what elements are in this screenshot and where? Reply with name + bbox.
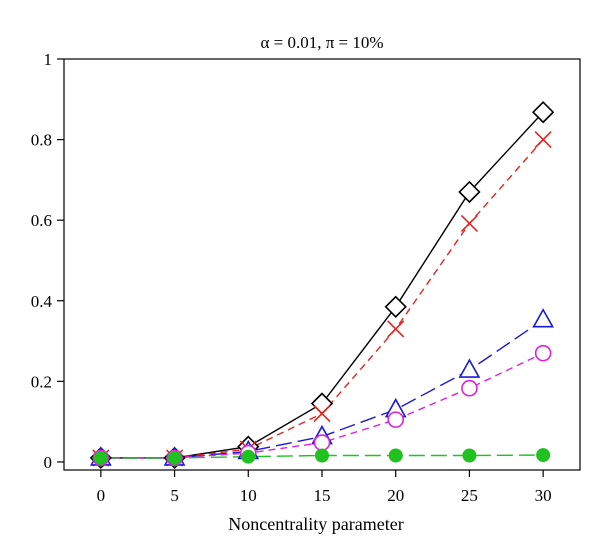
data-point-circle-filled [536,448,551,463]
data-point-triangle [458,358,481,378]
series-layer [89,101,555,470]
data-point-diamond [458,180,481,204]
data-point-circle-open [534,344,552,362]
y-tick-label: 1 [44,50,53,69]
y-tick-label: 0.6 [31,211,52,230]
x-tick-label: 20 [387,486,404,505]
data-point-circle-open [313,434,331,451]
data-point-circle-open [387,411,405,428]
data-point-circle-filled [93,450,108,465]
y-tick-label: 0 [44,453,53,472]
series-markers-cross [92,131,552,467]
data-point-cross [387,320,405,338]
y-tick-label: 0.2 [31,372,52,391]
series-markers-circle-filled [93,448,551,465]
data-point-circle-filled [388,448,403,463]
data-point-circle-filled [241,449,256,464]
data-point-circle-open [461,379,478,397]
x-tick-label: 0 [97,486,106,505]
data-point-diamond [532,101,555,124]
data-point-circle-filled [167,450,182,465]
chart-title: α = 0.01, π = 10% [260,33,383,52]
data-point-cross [313,405,331,423]
data-point-circle-filled [315,448,329,463]
x-tick-label: 30 [535,486,552,505]
data-point-diamond [310,392,334,415]
data-point-triangle [532,308,555,328]
data-point-cross [534,131,552,149]
x-tick-label: 25 [461,486,478,505]
data-point-cross [460,214,478,232]
x-axis: 0 5 10 15 20 25 30 [97,470,552,505]
x-tick-label: 15 [314,486,331,505]
x-tick-label: 5 [170,486,179,505]
y-axis: 0 0.2 0.4 0.6 0.8 1 [31,50,64,472]
x-axis-label: Noncentrality parameter [228,514,403,534]
data-point-diamond [384,295,407,318]
y-tick-label: 0.8 [31,131,52,150]
data-point-circle-filled [462,448,477,463]
x-tick-label: 10 [240,486,257,505]
y-tick-label: 0.4 [31,292,53,311]
